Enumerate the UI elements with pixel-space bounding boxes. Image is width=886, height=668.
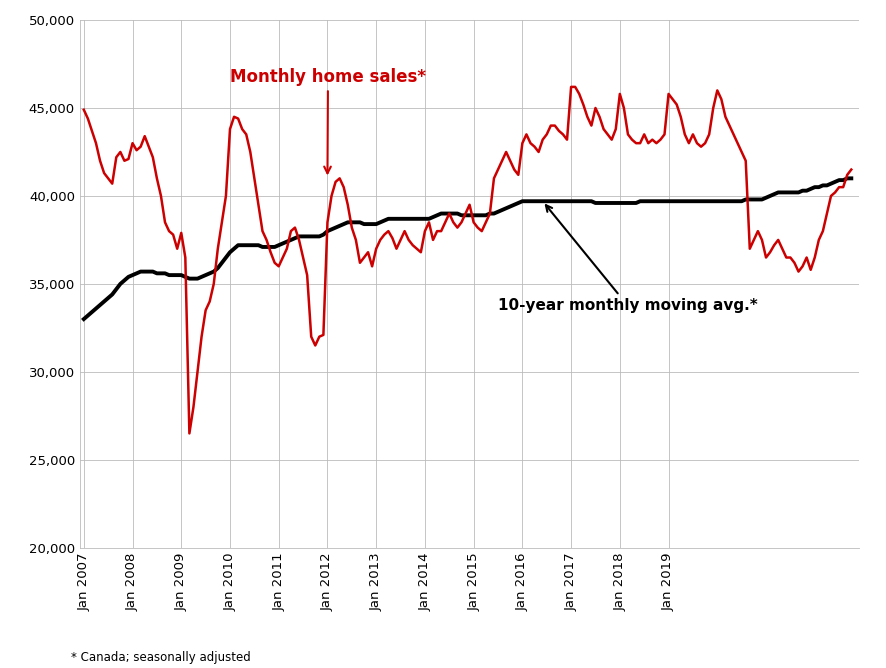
Text: 10-year monthly moving avg.*: 10-year monthly moving avg.* [498,205,758,313]
Text: Monthly home sales*: Monthly home sales* [230,67,426,173]
Text: * Canada; seasonally adjusted: * Canada; seasonally adjusted [71,651,251,664]
